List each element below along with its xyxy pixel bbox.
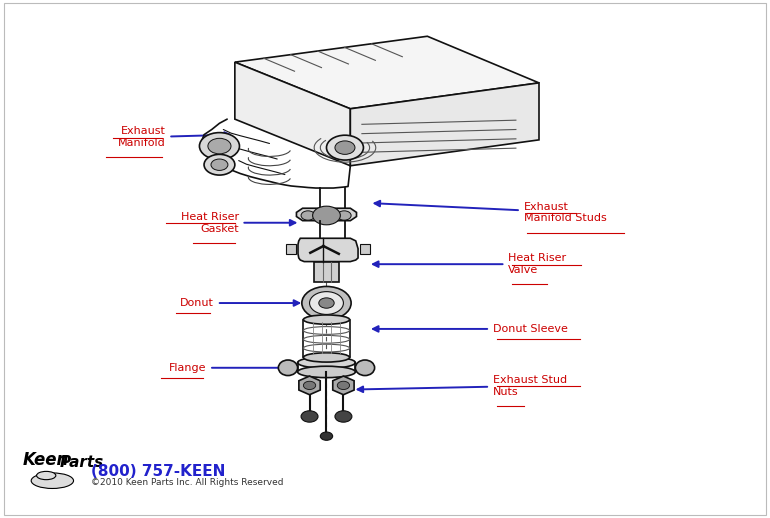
Polygon shape	[296, 208, 357, 221]
Bar	[360, 244, 370, 254]
Text: Donut: Donut	[180, 298, 300, 308]
Circle shape	[335, 141, 355, 154]
Ellipse shape	[297, 366, 356, 378]
Circle shape	[337, 211, 351, 220]
Text: Flange: Flange	[169, 363, 292, 373]
Text: Donut Sleeve: Donut Sleeve	[373, 324, 567, 334]
Text: Exhaust
Manifold Studs: Exhaust Manifold Studs	[374, 201, 606, 223]
Text: Exhaust Stud
Nuts: Exhaust Stud Nuts	[357, 375, 567, 397]
Ellipse shape	[303, 353, 350, 362]
Text: Keen: Keen	[23, 451, 69, 469]
Polygon shape	[298, 238, 358, 262]
Circle shape	[204, 154, 235, 175]
Circle shape	[319, 298, 334, 308]
Ellipse shape	[32, 473, 74, 488]
Circle shape	[337, 381, 350, 390]
Circle shape	[301, 211, 315, 220]
Circle shape	[320, 432, 333, 440]
Circle shape	[211, 159, 228, 170]
Circle shape	[335, 411, 352, 422]
Text: ©2010 Keen Parts Inc. All Rights Reserved: ©2010 Keen Parts Inc. All Rights Reserve…	[91, 478, 283, 487]
Ellipse shape	[297, 357, 356, 368]
Ellipse shape	[36, 471, 55, 480]
Circle shape	[301, 411, 318, 422]
Circle shape	[326, 135, 363, 160]
Bar	[286, 244, 296, 254]
Text: Parts: Parts	[60, 455, 104, 470]
Polygon shape	[235, 36, 539, 109]
Bar	[314, 262, 339, 282]
Text: Heat Riser
Gasket: Heat Riser Gasket	[181, 212, 296, 234]
Circle shape	[310, 292, 343, 314]
Text: (800) 757-KEEN: (800) 757-KEEN	[91, 464, 226, 479]
Polygon shape	[235, 62, 350, 166]
Circle shape	[303, 381, 316, 390]
Text: Heat Riser
Valve: Heat Riser Valve	[373, 253, 566, 275]
Polygon shape	[350, 83, 539, 166]
Text: Exhaust
Manifold: Exhaust Manifold	[118, 126, 230, 148]
Polygon shape	[333, 376, 354, 395]
Ellipse shape	[355, 360, 375, 376]
Ellipse shape	[303, 315, 350, 324]
Polygon shape	[299, 376, 320, 395]
Circle shape	[208, 138, 231, 154]
Ellipse shape	[279, 360, 297, 376]
Circle shape	[302, 286, 351, 320]
Circle shape	[313, 206, 340, 225]
Circle shape	[199, 133, 239, 160]
